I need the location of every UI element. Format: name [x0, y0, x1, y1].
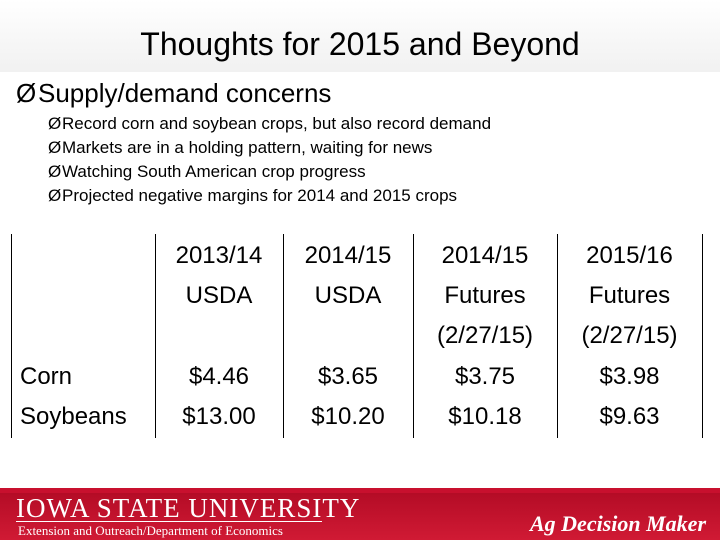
bullet-arrow-icon: Ø: [48, 138, 62, 157]
brand-logo-text: Ag Decision Maker: [530, 511, 706, 536]
row-label-corn: Corn: [20, 363, 73, 390]
table-cell: $10.18: [448, 403, 522, 430]
column-header-line1: 2014/15: [304, 242, 392, 269]
table-divider: [413, 234, 414, 438]
sub-bullet-text: Record corn and soybean crops, but also …: [62, 114, 492, 133]
bullet-arrow-icon: Ø: [48, 186, 62, 205]
bullet-arrow-icon: Ø: [16, 78, 37, 108]
table-cell: $3.75: [454, 363, 516, 390]
column-header-line1: 2013/14: [175, 242, 263, 269]
table-divider: [283, 234, 284, 438]
main-bullet-text: Supply/demand concerns: [38, 78, 332, 108]
bullet-arrow-icon: Ø: [48, 114, 62, 133]
sub-bullet: ØRecord corn and soybean crops, but also…: [48, 112, 491, 136]
main-bullet: ØSupply/demand concerns: [16, 76, 331, 110]
title-band: [0, 0, 720, 72]
slide-title: Thoughts for 2015 and Beyond: [140, 26, 580, 62]
wordmark-rule: [16, 521, 322, 522]
sub-bullet: ØMarkets are in a holding pattern, waiti…: [48, 136, 491, 160]
table-cell: $4.46: [188, 363, 250, 390]
row-label-soybeans: Soybeans: [20, 403, 127, 430]
sub-bullet: ØProjected negative margins for 2014 and…: [48, 184, 491, 208]
sub-bullet: ØWatching South American crop progress: [48, 160, 491, 184]
table-border-left: [11, 234, 12, 438]
table-divider: [155, 234, 156, 438]
column-header-line2: USDA: [185, 282, 253, 309]
table-cell: $9.63: [599, 403, 660, 430]
table-cell: $10.20: [311, 403, 385, 430]
sub-bullet-text: Markets are in a holding pattern, waitin…: [62, 138, 433, 157]
column-header-line3: (2/27/15): [436, 322, 534, 349]
column-header-line1: 2014/15: [441, 242, 529, 269]
sub-bullet-list: ØRecord corn and soybean crops, but also…: [48, 112, 491, 208]
table-border-right: [702, 234, 703, 438]
bullet-arrow-icon: Ø: [48, 162, 62, 181]
sub-bullet-text: Projected negative margins for 2014 and …: [62, 186, 458, 205]
footer-gradient: [0, 493, 720, 540]
column-header-line2: Futures: [444, 282, 526, 309]
department-text: Extension and Outreach/Department of Eco…: [18, 523, 283, 538]
column-header-line1: 2015/16: [586, 242, 673, 269]
column-header-line2: Futures: [588, 282, 671, 309]
table-cell: $3.98: [599, 363, 660, 390]
column-header-line2: USDA: [314, 282, 382, 309]
table-cell: $13.00: [182, 403, 256, 430]
sub-bullet-text: Watching South American crop progress: [62, 162, 366, 181]
column-header-line3: (2/27/15): [581, 322, 678, 349]
university-wordmark: IOWA STATE UNIVERSITY: [16, 493, 361, 523]
table-cell: $3.65: [317, 363, 379, 390]
table-divider: [557, 234, 558, 438]
